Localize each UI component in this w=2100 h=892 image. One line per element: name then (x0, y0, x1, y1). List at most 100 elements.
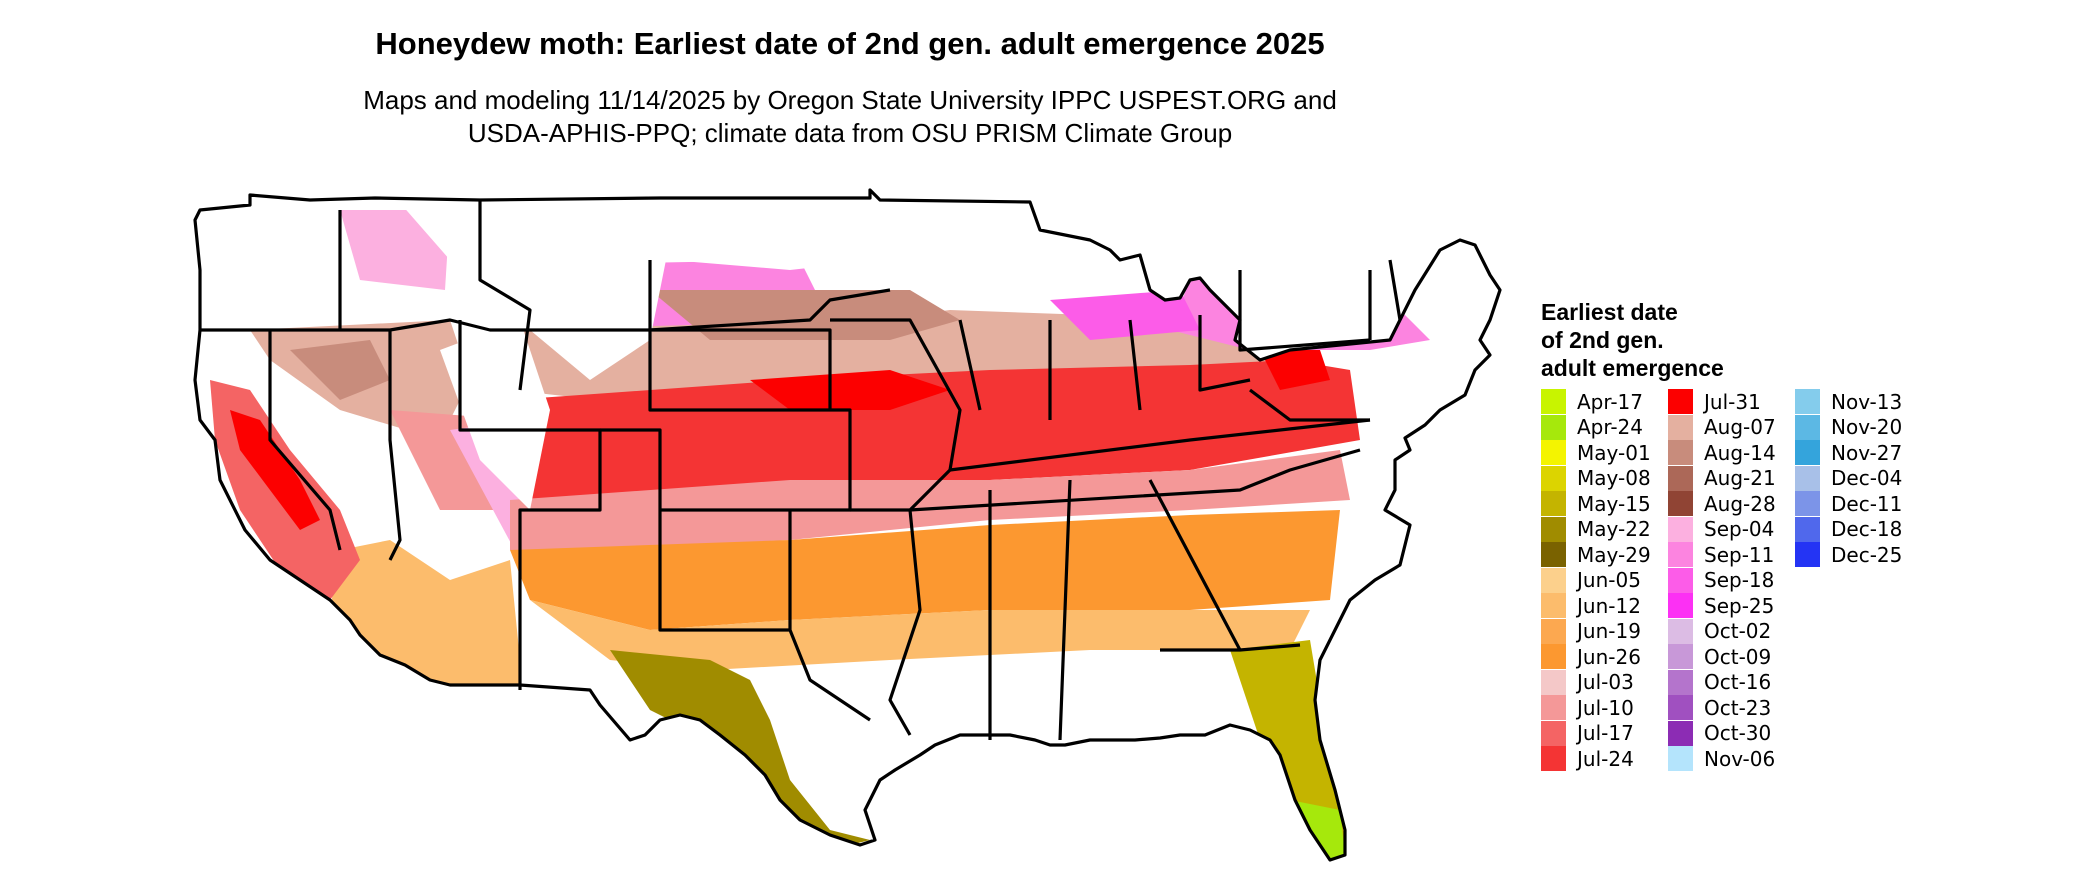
legend-item: Sep-25 (1668, 593, 1774, 618)
legend-item: Aug-28 (1668, 491, 1776, 516)
legend-label: Jun-05 (1577, 568, 1641, 592)
border-tennessee-south (909, 448, 1361, 512)
legend-item: Aug-07 (1668, 414, 1776, 440)
legend-label: Jul-10 (1577, 695, 1634, 720)
legend-swatch (1668, 567, 1693, 593)
legend-swatch (1795, 542, 1820, 567)
legend-item: Oct-23 (1668, 695, 1771, 720)
legend-item: Nov-13 (1795, 389, 1902, 414)
legend-swatch (1668, 593, 1693, 618)
legend-label: Jul-17 (1577, 721, 1634, 745)
legend-item: Dec-18 (1795, 516, 1903, 542)
legend-item: May-15 (1541, 491, 1651, 516)
legend-item: Apr-24 (1541, 414, 1643, 440)
legend-label: Jul-31 (1704, 389, 1761, 414)
legend-item: Aug-14 (1668, 440, 1776, 465)
legend-label: Dec-18 (1831, 517, 1903, 541)
legend-title-line-2: of 2nd gen. (1541, 327, 1664, 353)
legend-item: May-01 (1541, 440, 1651, 465)
legend-swatch (1795, 440, 1820, 465)
legend-label: Oct-09 (1704, 644, 1772, 669)
legend-label: Nov-20 (1831, 415, 1903, 439)
zone-pacific-nw (340, 210, 450, 290)
legend-item: Aug-21 (1668, 465, 1776, 491)
legend-swatch (1541, 389, 1566, 414)
border-northern-tier (200, 288, 891, 332)
border-nebraska (650, 328, 832, 410)
legend-label: Nov-27 (1831, 440, 1903, 465)
legend-swatch (1668, 516, 1693, 542)
legend-label: Nov-13 (1831, 389, 1903, 414)
legend-label: May-08 (1577, 466, 1651, 490)
us-emergence-map (190, 180, 1530, 890)
legend-item: Oct-02 (1668, 618, 1771, 644)
legend-label: Aug-28 (1704, 491, 1776, 516)
legend-swatch (1668, 542, 1693, 567)
legend-swatch (1541, 644, 1566, 669)
legend-swatch (1668, 389, 1693, 414)
legend-label: Nov-06 (1704, 746, 1776, 771)
legend-swatch (1541, 695, 1566, 720)
legend-label: Apr-17 (1577, 389, 1643, 414)
legend-swatch (1795, 414, 1820, 440)
border-northeast (1238, 259, 1402, 352)
map-title: Honeydew moth: Earliest date of 2nd gen.… (375, 26, 1325, 61)
border-kansas-oklahoma (648, 260, 852, 632)
legend-label: Sep-25 (1704, 593, 1775, 618)
legend-swatch (1795, 491, 1820, 516)
legend-item: Sep-18 (1668, 567, 1774, 593)
border-california-nevada (268, 330, 342, 551)
legend-item: Jun-26 (1541, 644, 1641, 669)
legend-title: Earliest date of 2nd gen. adult emergenc… (1541, 298, 1724, 382)
legend-title-line-3: adult emergence (1541, 355, 1724, 381)
legend-swatch (1795, 516, 1820, 542)
legend-item: Jul-10 (1541, 695, 1634, 720)
zone-great-lakes (1050, 290, 1200, 340)
legend-title-line-1: Earliest date (1541, 299, 1678, 325)
subtitle-line-1: Maps and modeling 11/14/2025 by Oregon S… (363, 85, 1337, 115)
legend-item: Oct-16 (1668, 669, 1771, 695)
legend-item: May-22 (1541, 516, 1651, 542)
legend-label: Aug-14 (1704, 440, 1776, 465)
legend-item: Jul-03 (1541, 669, 1634, 695)
legend-item: Sep-11 (1668, 542, 1774, 567)
legend-label: Sep-04 (1704, 517, 1775, 541)
legend-label: Oct-30 (1704, 721, 1772, 745)
legend-label: Dec-04 (1831, 466, 1903, 490)
legend-label: Aug-07 (1704, 415, 1776, 439)
legend-swatch (1668, 491, 1693, 516)
legend-swatch (1668, 669, 1693, 695)
legend-label: Aug-21 (1704, 466, 1776, 490)
border-texas-louisiana (788, 510, 871, 722)
border-idaho-montana (338, 200, 532, 391)
legend-item: Nov-27 (1795, 440, 1902, 465)
zone-mid-south (510, 360, 1360, 510)
legend-item: Jun-12 (1541, 593, 1641, 618)
legend-label: Dec-11 (1831, 491, 1903, 516)
legend-label: May-01 (1577, 440, 1651, 465)
zone-gulf-coastal (530, 600, 1310, 670)
legend-item: Jun-19 (1541, 618, 1641, 644)
zone-delmarva (1260, 350, 1330, 390)
legend-item: Jun-05 (1541, 567, 1641, 593)
border-iowa-missouri (830, 318, 962, 512)
legend-label: Jun-19 (1577, 619, 1641, 643)
legend-swatch (1541, 593, 1566, 618)
legend-swatch (1541, 440, 1566, 465)
legend-item: Dec-11 (1795, 491, 1902, 516)
legend-swatch (1541, 491, 1566, 516)
legend-item: Sep-04 (1668, 516, 1775, 542)
legend-swatch (1541, 746, 1566, 771)
border-colorado-east (600, 428, 662, 510)
legend-swatch (1668, 618, 1693, 644)
zone-dakotas-white (670, 190, 880, 270)
legend-swatch (1668, 440, 1693, 465)
legend-swatch (1541, 618, 1566, 644)
legend-item: Jul-24 (1541, 746, 1634, 771)
map-subtitle: Maps and modeling 11/14/2025 by Oregon S… (0, 84, 1700, 150)
legend-label: Jul-24 (1577, 746, 1634, 771)
legend-item: Dec-04 (1795, 465, 1903, 491)
legend-label: May-22 (1577, 517, 1651, 541)
legend-label: Dec-25 (1831, 542, 1903, 567)
legend-swatch (1668, 414, 1693, 440)
